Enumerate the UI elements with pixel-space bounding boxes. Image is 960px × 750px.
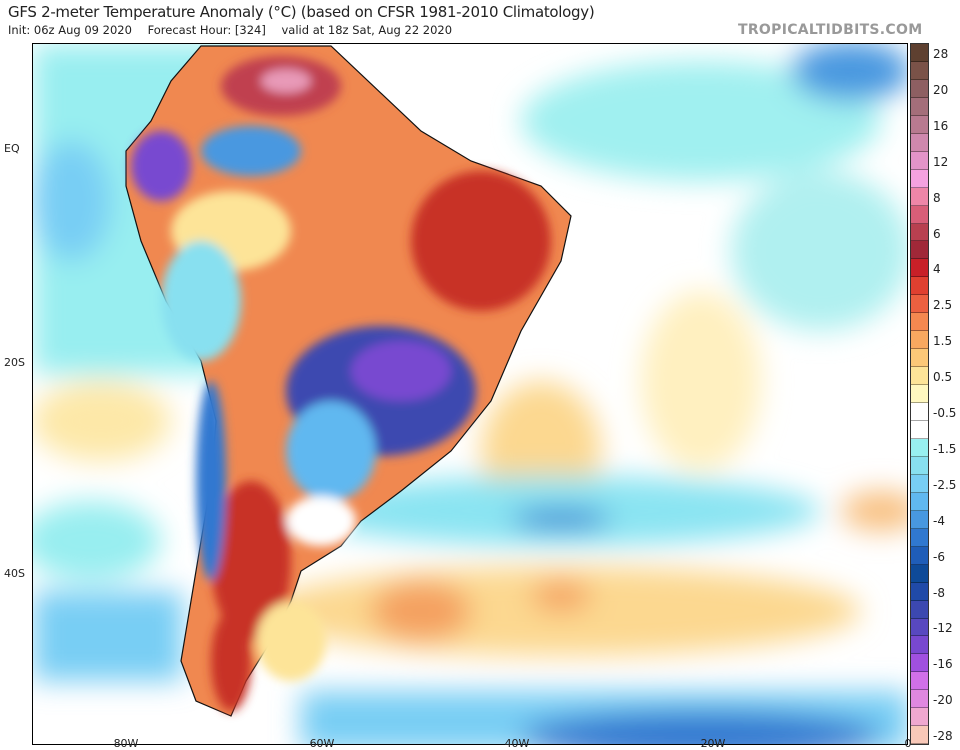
colorbar-swatch — [911, 61, 928, 80]
colorbar-label: -12 — [933, 621, 953, 636]
colorbar-swatch — [911, 385, 928, 404]
lat-label-40s: 40S — [4, 567, 25, 580]
valid-time: valid at 18z Sat, Aug 22 2020 — [281, 23, 453, 37]
lat-label-20s: 20S — [4, 356, 25, 369]
colorbar-label: 2.5 — [933, 298, 953, 313]
colorbar-swatch — [911, 277, 928, 296]
colorbar-label: 0.5 — [933, 370, 953, 385]
colorbar-label: -0.5 — [933, 406, 957, 420]
colorbar-label: -4 — [933, 513, 945, 528]
colorbar-label: -20 — [933, 693, 953, 708]
colorbar-swatch — [911, 259, 928, 278]
anomaly-map — [32, 43, 908, 745]
colorbar-swatch — [911, 313, 928, 332]
colorbar-swatch — [911, 618, 928, 637]
watermark: TROPICALTIDBITS.COM — [738, 22, 923, 38]
colorbar-swatch — [911, 438, 928, 457]
colorbar-swatch — [911, 582, 928, 601]
colorbar-swatch — [911, 133, 928, 152]
colorbar-swatch — [911, 456, 928, 475]
colorbar-swatch — [911, 205, 928, 224]
lat-label-eq: EQ — [4, 142, 20, 155]
colorbar — [910, 43, 929, 745]
colorbar-swatch — [911, 187, 928, 206]
colorbar-label: 20 — [933, 82, 949, 97]
lon-label-60w: 60W — [309, 737, 335, 750]
colorbar-swatch — [911, 654, 928, 673]
colorbar-swatch — [911, 241, 928, 260]
colorbar-label: 16 — [933, 118, 949, 133]
colorbar-swatch — [911, 708, 928, 727]
colorbar-swatch — [911, 690, 928, 709]
colorbar-label: 12 — [933, 154, 949, 169]
south-america-landmass — [125, 45, 572, 717]
colorbar-swatch — [911, 528, 928, 547]
colorbar-swatch — [911, 349, 928, 368]
lon-label-20w: 20W — [700, 737, 726, 750]
colorbar-label: -28 — [933, 729, 953, 744]
map-subtitle: Init: 06z Aug 09 2020 Forecast Hour: [32… — [8, 23, 464, 37]
colorbar-swatch — [911, 115, 928, 134]
colorbar-swatch — [911, 295, 928, 314]
colorbar-label: 1.5 — [933, 334, 953, 349]
colorbar-swatch — [911, 600, 928, 619]
colorbar-label: -8 — [933, 585, 945, 600]
colorbar-swatch — [911, 492, 928, 511]
forecast-hour: Forecast Hour: [324] — [147, 23, 266, 37]
lon-label-40w: 40W — [504, 737, 530, 750]
colorbar-swatch — [911, 169, 928, 188]
colorbar-swatch — [911, 44, 928, 62]
colorbar-swatch — [911, 636, 928, 655]
colorbar-swatch — [911, 510, 928, 529]
init-time: Init: 06z Aug 09 2020 — [8, 23, 132, 37]
colorbar-label: 4 — [933, 262, 941, 277]
colorbar-label: -6 — [933, 549, 945, 564]
colorbar-swatch — [911, 421, 928, 439]
colorbar-swatch — [911, 331, 928, 350]
colorbar-swatch — [911, 151, 928, 170]
lon-label-0: 0 — [904, 737, 912, 750]
colorbar-swatch — [911, 367, 928, 386]
colorbar-swatch — [911, 403, 928, 422]
colorbar-swatch — [911, 546, 928, 565]
colorbar-swatch — [911, 564, 928, 583]
colorbar-label: 28 — [933, 47, 949, 61]
colorbar-swatch — [911, 79, 928, 98]
colorbar-swatch — [911, 726, 928, 745]
lon-label-80w: 80W — [113, 737, 139, 750]
colorbar-swatch — [911, 97, 928, 116]
colorbar-label: 8 — [933, 190, 941, 205]
map-title: GFS 2-meter Temperature Anomaly (°C) (ba… — [8, 3, 595, 21]
colorbar-label: -16 — [933, 657, 953, 672]
colorbar-label: -2.5 — [933, 477, 957, 492]
colorbar-label: 6 — [933, 226, 941, 241]
colorbar-swatch — [911, 672, 928, 691]
colorbar-swatch — [911, 223, 928, 242]
map-canvas — [33, 44, 907, 744]
colorbar-swatch — [911, 474, 928, 493]
colorbar-label: -1.5 — [933, 441, 957, 456]
